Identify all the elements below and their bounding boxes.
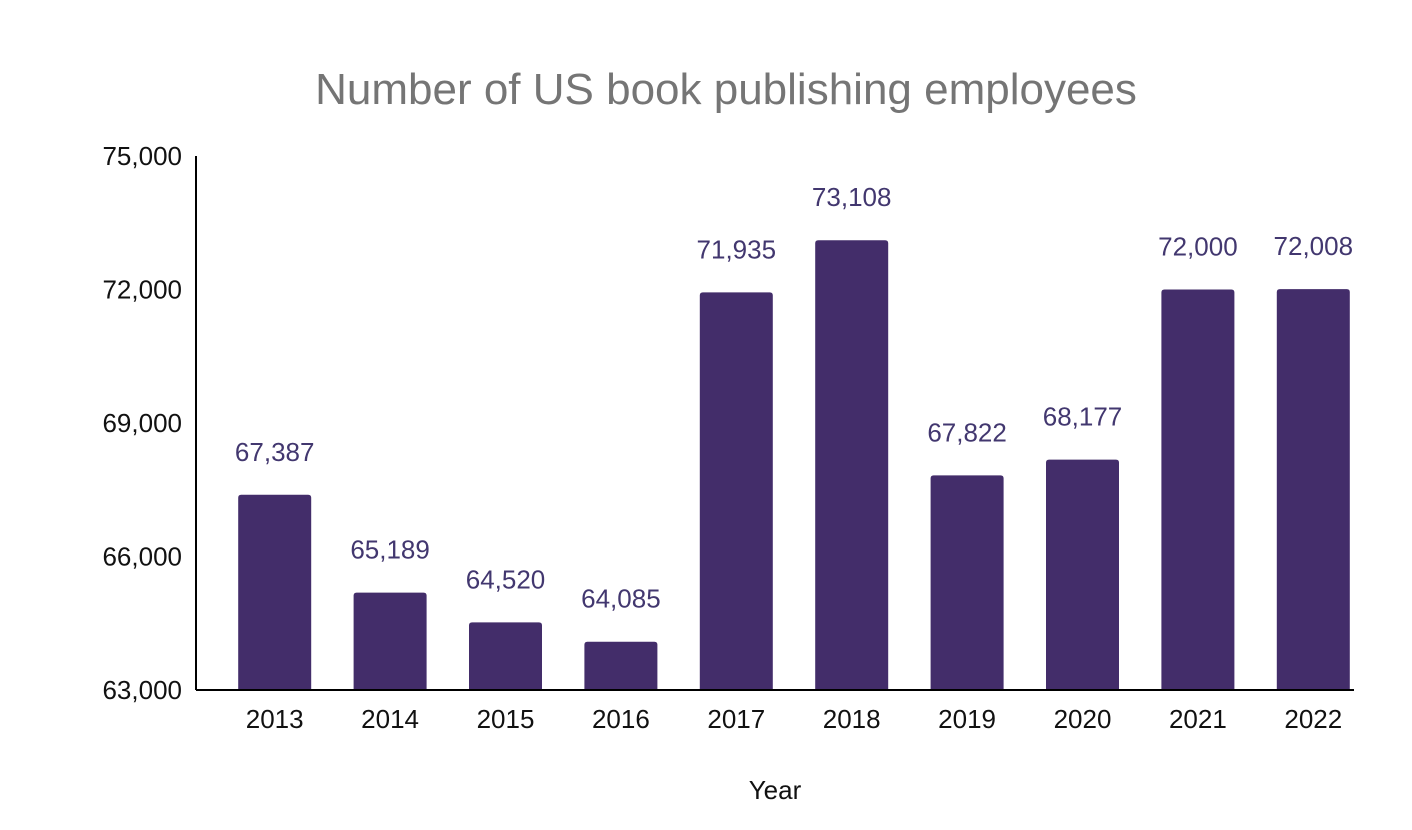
bar-2022	[1276, 289, 1350, 690]
x-axis: 2013 2014 2015 2016 2017 2018 2019 2020 2021 2022	[246, 704, 1342, 734]
chart-title: Number of US book publishing employees	[315, 65, 1137, 114]
data-label-2022: 72,008	[1274, 231, 1354, 261]
data-labels-group: 67,387 65,189 64,520 64,085 71,935 73,108 67,8…	[235, 182, 1353, 614]
x-tick-2020: 2020	[1054, 704, 1112, 734]
data-label-2017: 71,935	[697, 234, 777, 264]
y-tick-75000: 75,000	[102, 141, 182, 171]
bar-2018	[815, 240, 889, 690]
x-tick-2021: 2021	[1169, 704, 1227, 734]
x-tick-2016: 2016	[592, 704, 650, 734]
x-tick-2014: 2014	[361, 704, 419, 734]
y-tick-66000: 66,000	[102, 542, 182, 572]
data-label-2014: 65,189	[350, 535, 430, 565]
bar-2013	[238, 494, 312, 690]
bar-2019	[930, 475, 1004, 690]
data-label-2016: 64,085	[581, 584, 661, 614]
data-label-2015: 64,520	[466, 564, 546, 594]
y-axis: 63,000 66,000 69,000 72,000 75,000	[102, 141, 182, 705]
x-tick-2017: 2017	[707, 704, 765, 734]
x-tick-2018: 2018	[823, 704, 881, 734]
data-label-2019: 67,822	[927, 417, 1007, 447]
x-axis-title: Year	[749, 775, 802, 805]
bar-2015	[469, 622, 542, 690]
x-tick-2013: 2013	[246, 704, 304, 734]
bars-group	[238, 240, 1350, 690]
data-label-2021: 72,000	[1158, 232, 1238, 262]
x-tick-2019: 2019	[938, 704, 996, 734]
bar-2016	[584, 641, 658, 690]
data-label-2018: 73,108	[812, 182, 892, 212]
y-tick-72000: 72,000	[102, 275, 182, 305]
data-label-2020: 68,177	[1043, 402, 1123, 432]
bar-2020	[1046, 459, 1119, 690]
y-tick-63000: 63,000	[102, 675, 182, 705]
x-tick-2022: 2022	[1284, 704, 1342, 734]
data-label-2013: 67,387	[235, 437, 315, 467]
bar-2014	[353, 592, 427, 690]
x-tick-2015: 2015	[477, 704, 535, 734]
bar-2021	[1161, 289, 1235, 690]
bar-2017	[699, 292, 773, 690]
y-tick-69000: 69,000	[102, 408, 182, 438]
